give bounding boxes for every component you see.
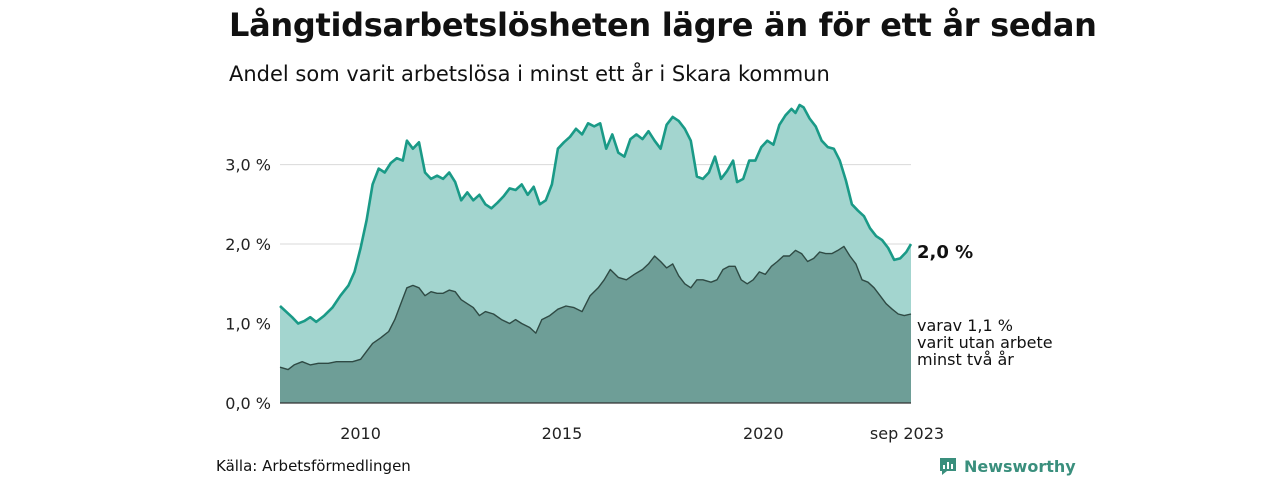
chart-subtitle: Andel som varit arbetslösa i minst ett å…	[229, 62, 830, 86]
brand-name: Newsworthy	[964, 456, 1076, 476]
chart-title: Långtidsarbetslösheten lägre än för ett …	[229, 6, 1097, 44]
series-1-area	[280, 246, 911, 403]
series-subset-end-label-line3: minst två år	[917, 350, 1014, 369]
newsworthy-brand[interactable]: Newsworthy	[938, 456, 1076, 476]
newsworthy-logo-icon	[940, 458, 956, 475]
series-total-end-label: 2,0 %	[917, 242, 973, 263]
series-subset-end-label-line2: varit utan arbete	[917, 333, 1053, 352]
series-subset-end-label-line1: varav 1,1 %	[917, 316, 1013, 335]
series-0-line	[279, 103, 913, 325]
y-tick-label-2: 2,0 %	[225, 235, 271, 254]
y-tick-label-0: 0,0 %	[225, 394, 271, 413]
x-tick-label-1: 2015	[542, 424, 583, 443]
x-tick-label-0: 2010	[340, 424, 381, 443]
x-tick-label-3: sep 2023	[870, 424, 944, 443]
y-tick-label-1: 1,0 %	[225, 315, 271, 334]
source-note: Källa: Arbetsförmedlingen	[216, 457, 411, 475]
series-1-line	[279, 245, 912, 371]
x-tick-labels: 2010 2015 2020 sep 2023	[340, 424, 944, 443]
annotations: 2,0 % varav 1,1 % varit utan arbete mins…	[917, 242, 1053, 369]
y-tick-label-3: 3,0 %	[225, 156, 271, 175]
y-tick-labels: 0,0 % 1,0 % 2,0 % 3,0 %	[225, 156, 271, 413]
chart-areas	[279, 103, 913, 403]
x-tick-label-2: 2020	[743, 424, 784, 443]
